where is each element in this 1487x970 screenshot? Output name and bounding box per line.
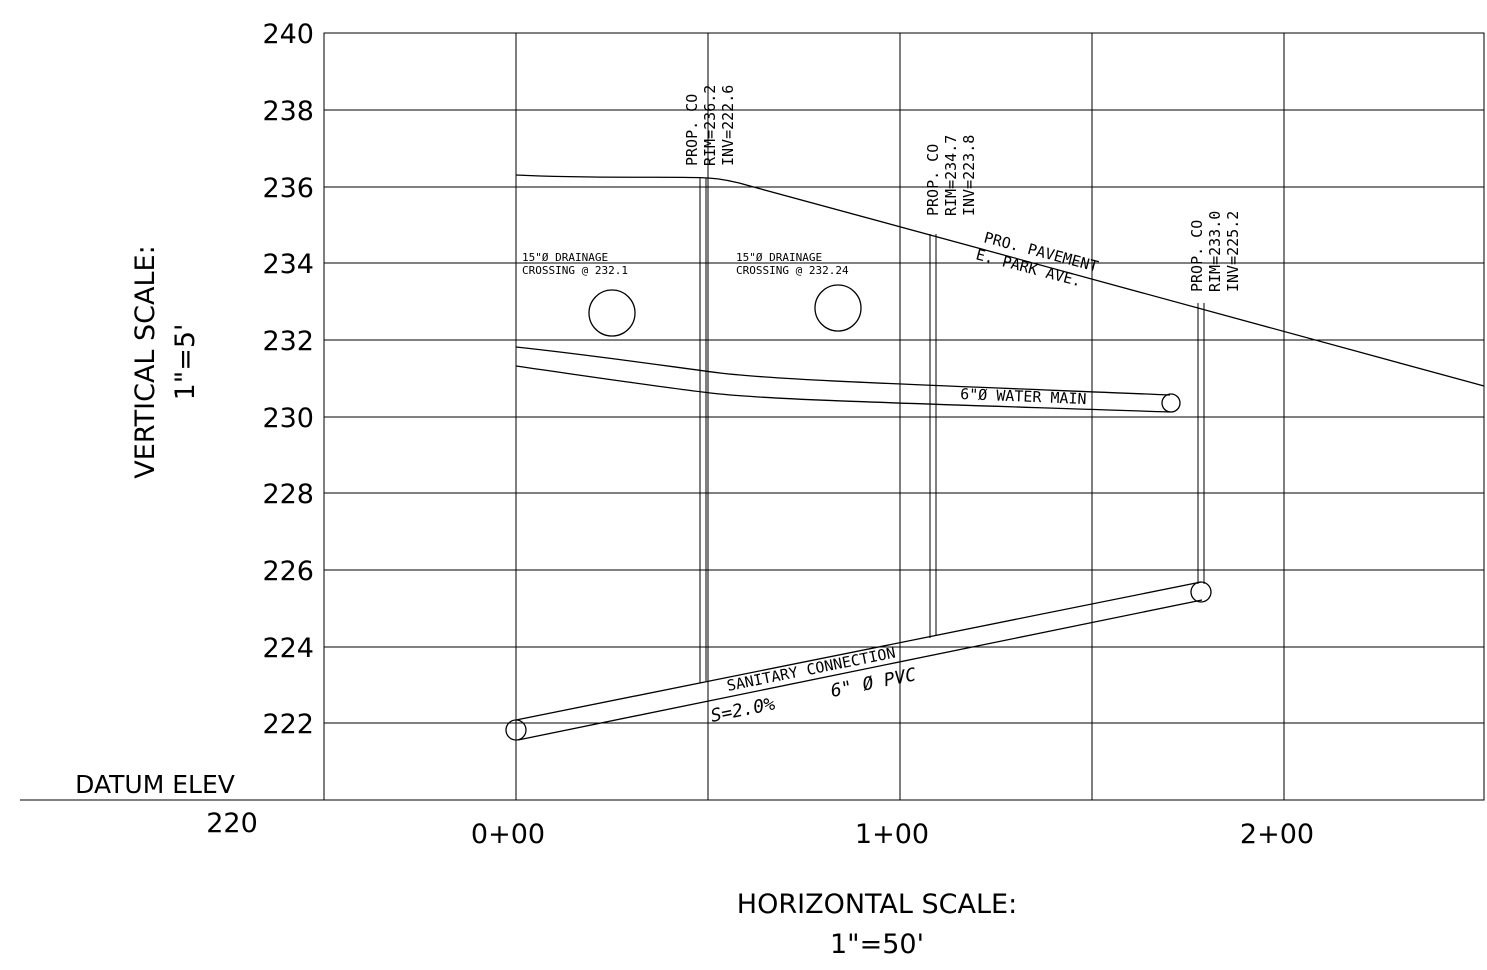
x-tick-label: 2+00 — [1240, 819, 1314, 850]
cleanout-title: PROP. CO — [1188, 220, 1206, 292]
drainage-line1: 15"Ø DRAINAGE — [736, 251, 822, 264]
cleanout-label-3: PROP. CO RIM=233.0 INV=225.2 — [1188, 211, 1242, 292]
sanitary-pipe — [505, 581, 1212, 741]
sanitary-label: SANITARY CONNECTION S=2.0% 6" Ø PVC — [709, 644, 918, 727]
y-tick-label: 234 — [262, 249, 314, 280]
cleanout-title: PROP. CO — [924, 144, 942, 216]
water-main-bottom — [515, 365, 1171, 413]
water-main-end-circle — [1161, 393, 1181, 413]
y-tick-label: 238 — [262, 96, 314, 127]
cleanout-label-1: PROP. CO RIM=236.2 INV=222.6 — [683, 85, 737, 166]
water-main — [515, 346, 1181, 413]
y-tick-label: 230 — [262, 403, 314, 434]
cleanout-inv: INV=225.2 — [1224, 211, 1242, 292]
vertical-scale-value: 1"=5' — [170, 324, 201, 401]
cleanout-risers — [699, 178, 1205, 683]
y-tick-label: 236 — [262, 173, 314, 204]
x-tick-label: 0+00 — [471, 819, 545, 850]
cleanout-rim: RIM=234.7 — [942, 135, 960, 216]
y-tick-label: 222 — [262, 709, 314, 740]
drainage-crossing-circle — [814, 284, 862, 332]
datum-value: 220 — [206, 808, 258, 839]
y-axis-ticks: 240 238 236 234 232 230 228 226 224 222 — [262, 19, 314, 740]
horizontal-scale-value: 1"=50' — [830, 929, 924, 960]
sanitary-pipe-top — [515, 581, 1202, 721]
drainage-crossing-circle — [588, 289, 636, 337]
sanitary-end-circle — [1190, 581, 1212, 603]
pavement-profile-line — [515, 174, 1485, 387]
vertical-scale-label: VERTICAL SCALE: — [130, 245, 161, 478]
horizontal-scale-label: HORIZONTAL SCALE: — [737, 889, 1017, 920]
cleanout-rim: RIM=236.2 — [701, 85, 719, 166]
water-main-top — [515, 346, 1171, 396]
water-main-label: 6"Ø WATER MAIN — [960, 385, 1087, 408]
drainage-label-1: 15"Ø DRAINAGE CROSSING @ 232.1 — [522, 251, 628, 277]
y-tick-label: 224 — [262, 633, 314, 664]
cleanout-inv: INV=222.6 — [719, 85, 737, 166]
drainage-line2: CROSSING @ 232.1 — [522, 264, 628, 277]
datum-label: DATUM ELEV — [75, 770, 235, 799]
cleanout-label-2: PROP. CO RIM=234.7 INV=223.8 — [924, 135, 978, 216]
drainage-label-2: 15"Ø DRAINAGE CROSSING @ 232.24 — [736, 251, 849, 277]
sanitary-pipe-bottom — [517, 599, 1203, 741]
drainage-line2: CROSSING @ 232.24 — [736, 264, 849, 277]
y-tick-label: 226 — [262, 556, 314, 587]
sanitary-start-circle — [505, 719, 527, 741]
cleanout-title: PROP. CO — [683, 94, 701, 166]
pavement-label: PRO. PAVEMENT E. PARK AVE. — [974, 228, 1100, 290]
x-axis-ticks: 0+00 1+00 2+00 — [471, 819, 1314, 850]
y-tick-label: 232 — [262, 326, 314, 357]
x-tick-label: 1+00 — [855, 819, 929, 850]
grid — [20, 32, 1485, 801]
cleanout-rim: RIM=233.0 — [1206, 211, 1224, 292]
y-tick-label: 240 — [262, 19, 314, 50]
cleanout-inv: INV=223.8 — [960, 135, 978, 216]
y-tick-label: 228 — [262, 479, 314, 510]
drainage-line1: 15"Ø DRAINAGE — [522, 251, 608, 264]
